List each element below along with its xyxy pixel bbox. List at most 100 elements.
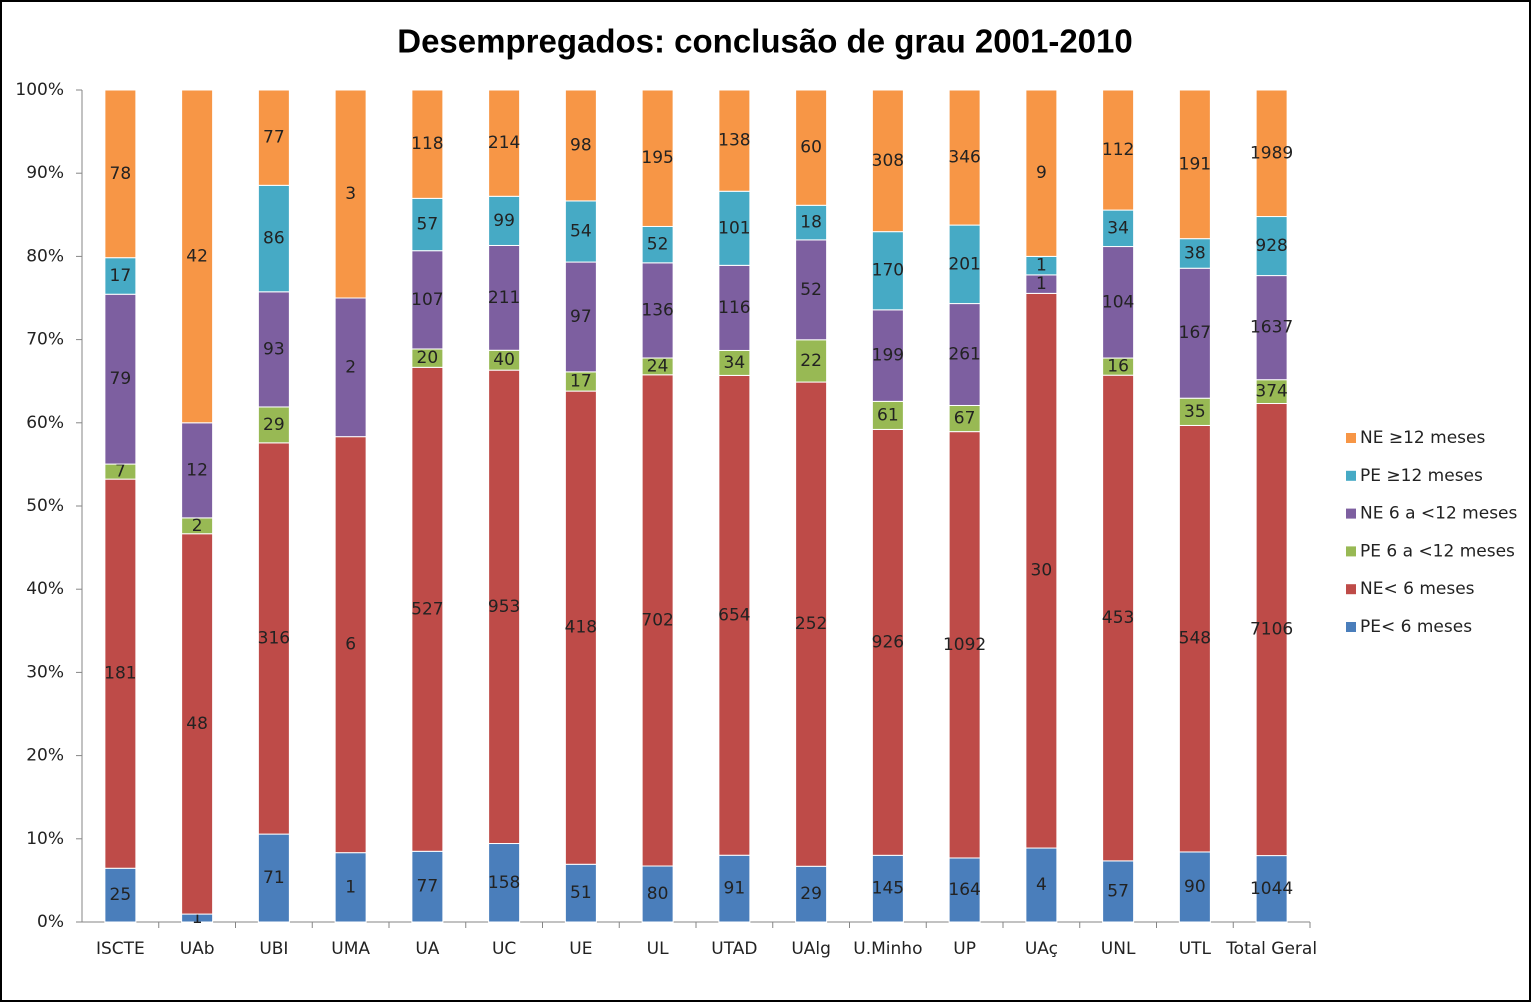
data-label: 7106 xyxy=(1250,620,1293,640)
data-label: 35 xyxy=(1184,402,1206,422)
bar-segment xyxy=(104,478,137,869)
y-tick-label: 90% xyxy=(26,163,64,183)
data-label: 252 xyxy=(795,614,827,634)
bar-segment xyxy=(718,89,751,192)
bar-segment xyxy=(795,89,828,206)
legend-swatch xyxy=(1346,584,1356,595)
data-label: 90 xyxy=(1184,877,1206,897)
bar-segment xyxy=(718,190,751,266)
data-label: 167 xyxy=(1179,323,1211,343)
y-tick-label: 30% xyxy=(26,662,64,682)
bar-segment xyxy=(104,867,137,923)
bar-segment xyxy=(411,850,444,923)
data-label: 3 xyxy=(345,184,356,204)
x-tick-label: UMA xyxy=(331,939,370,959)
bar-segment xyxy=(795,339,828,383)
data-label: 1092 xyxy=(943,635,986,655)
data-label: 1637 xyxy=(1250,318,1293,338)
bar-segment xyxy=(257,184,290,293)
data-label: 38 xyxy=(1184,243,1206,263)
bar-segment xyxy=(718,349,751,376)
data-label: 145 xyxy=(872,879,904,899)
bar-segment xyxy=(411,197,444,252)
data-label: 17 xyxy=(570,371,592,391)
data-label: 52 xyxy=(800,280,822,300)
data-label: 57 xyxy=(417,215,439,235)
legend-swatch xyxy=(1346,433,1356,443)
bar-segment xyxy=(181,422,214,519)
bar-segment xyxy=(1178,397,1211,426)
data-label: 98 xyxy=(570,135,592,155)
x-tick-label: UAlg xyxy=(791,939,831,959)
bar-segment xyxy=(641,374,674,867)
bar-segment xyxy=(1255,89,1288,218)
bar-segment xyxy=(795,204,828,241)
legend-label: PE ≥12 meses xyxy=(1360,466,1483,486)
bar-segment xyxy=(1025,89,1058,257)
legend-label: NE ≥12 meses xyxy=(1360,428,1485,448)
bar-segment xyxy=(641,225,674,264)
x-tick-label: UA xyxy=(415,939,439,959)
data-label: 548 xyxy=(1179,629,1211,649)
data-label: 1044 xyxy=(1250,879,1293,899)
data-label: 93 xyxy=(263,339,285,359)
data-label: 6 xyxy=(345,635,356,655)
bar-segment xyxy=(257,291,290,408)
data-label: 91 xyxy=(724,879,746,899)
data-label: 1 xyxy=(1036,256,1047,276)
data-label: 29 xyxy=(800,884,822,904)
y-tick-label: 20% xyxy=(26,746,64,766)
data-label: 316 xyxy=(258,628,290,648)
x-tick-label: UTL xyxy=(1179,939,1212,959)
bar-segment xyxy=(871,400,904,430)
data-label: 22 xyxy=(800,351,822,371)
data-label: 78 xyxy=(110,164,132,184)
bar-segment xyxy=(1102,860,1135,923)
data-label: 12 xyxy=(186,460,208,480)
data-label: 418 xyxy=(565,618,597,638)
bar-segment xyxy=(1025,847,1058,923)
data-label: 116 xyxy=(718,298,750,318)
bar-segment xyxy=(257,833,290,923)
data-label: 20 xyxy=(417,348,439,368)
legend-swatch xyxy=(1346,508,1356,519)
y-tick-label: 100% xyxy=(15,80,64,100)
data-label: 199 xyxy=(872,346,904,366)
data-label: 25 xyxy=(110,885,132,905)
data-label: 54 xyxy=(570,221,592,241)
data-label: 170 xyxy=(872,261,904,281)
data-label: 926 xyxy=(872,632,904,652)
data-label: 67 xyxy=(954,409,976,429)
y-tick-label: 70% xyxy=(26,330,64,350)
data-label: 308 xyxy=(872,151,904,171)
bar-segment xyxy=(488,89,521,197)
data-label: 40 xyxy=(493,350,515,370)
bar-segment xyxy=(871,231,904,311)
bar-segment xyxy=(1255,403,1288,857)
data-label: 158 xyxy=(488,873,520,893)
bar-segment xyxy=(411,89,444,199)
x-tick-label: UBI xyxy=(259,939,288,959)
data-label: 112 xyxy=(1102,140,1134,160)
data-label: 453 xyxy=(1102,608,1134,628)
data-label: 99 xyxy=(493,211,515,231)
data-label: 346 xyxy=(948,148,980,168)
x-tick-label: U.Minho xyxy=(853,939,922,959)
y-tick-label: 60% xyxy=(26,413,64,433)
bar-segment xyxy=(1178,89,1211,240)
data-label: 702 xyxy=(641,610,673,630)
data-label: 51 xyxy=(570,883,592,903)
bar-segment xyxy=(1102,209,1135,248)
data-label: 1 xyxy=(345,877,356,897)
data-label: 211 xyxy=(488,288,520,308)
data-label: 2 xyxy=(192,516,203,536)
data-label: 57 xyxy=(1107,881,1129,901)
x-tick-label: UC xyxy=(492,939,516,959)
chart-title: Desempregados: conclusão de grau 2001-20… xyxy=(397,23,1132,60)
y-tick-label: 50% xyxy=(26,496,64,516)
data-label: 61 xyxy=(877,405,899,425)
legend-label: PE 6 a <12 meses xyxy=(1360,541,1515,561)
data-label: 42 xyxy=(186,246,208,266)
